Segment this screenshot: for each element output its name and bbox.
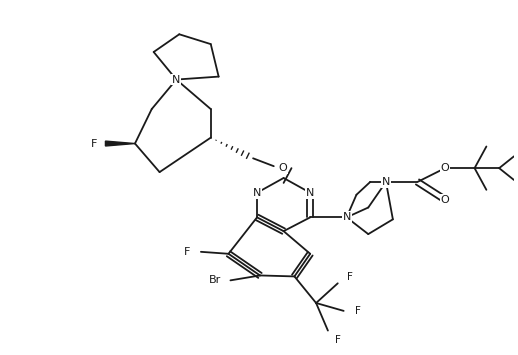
Text: O: O <box>278 163 287 173</box>
Text: N: N <box>382 177 390 187</box>
Text: F: F <box>335 335 341 345</box>
Text: N: N <box>253 188 261 198</box>
Text: F: F <box>355 306 362 316</box>
Text: N: N <box>306 188 314 198</box>
Text: O: O <box>441 163 450 173</box>
Text: N: N <box>342 212 351 222</box>
Text: F: F <box>347 272 352 283</box>
Text: Br: Br <box>209 275 221 285</box>
Text: N: N <box>172 75 180 84</box>
Text: F: F <box>91 138 97 148</box>
Polygon shape <box>106 141 135 146</box>
Text: F: F <box>184 247 190 257</box>
Text: O: O <box>441 195 450 204</box>
